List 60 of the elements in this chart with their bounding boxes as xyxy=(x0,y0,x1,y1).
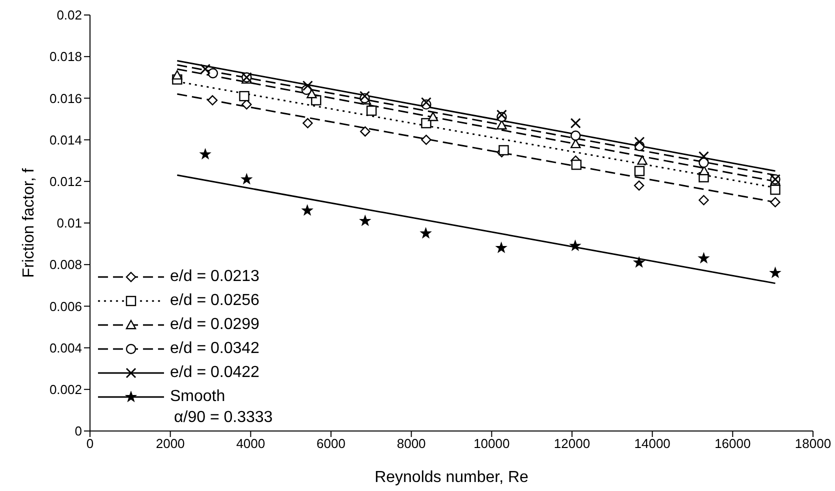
x-tick-label: 18000 xyxy=(794,436,832,452)
point xyxy=(360,215,371,226)
point xyxy=(634,166,645,176)
point xyxy=(770,267,781,278)
point xyxy=(359,90,370,102)
legend-label: e/d = 0.0299 xyxy=(170,316,260,334)
legend-label: e/d = 0.0213 xyxy=(170,268,260,286)
y-tick-label: 0.004 xyxy=(49,340,82,356)
y-tick-label: 0.012 xyxy=(49,174,82,190)
y-tick-label: 0.006 xyxy=(49,298,82,314)
point xyxy=(172,70,182,80)
point xyxy=(570,130,581,141)
x-tick-label: 10000 xyxy=(474,436,510,452)
point xyxy=(366,106,377,116)
point xyxy=(239,91,250,102)
point xyxy=(208,68,218,78)
y-tick-label: 0.01 xyxy=(56,216,82,231)
point xyxy=(200,148,211,160)
point xyxy=(420,228,432,238)
point xyxy=(200,64,211,74)
point xyxy=(570,240,581,251)
point xyxy=(770,197,780,208)
legend-label: e/d = 0.0256 xyxy=(170,292,260,310)
y-tick-label: 0 xyxy=(74,424,82,439)
x-tick-label: 14000 xyxy=(634,436,670,452)
y-axis-title: Friction factor, f xyxy=(20,168,38,278)
point xyxy=(496,242,507,253)
point xyxy=(302,204,313,216)
point xyxy=(634,136,645,148)
point xyxy=(634,256,645,268)
point xyxy=(698,252,710,264)
x-tick-label: 6000 xyxy=(316,436,346,452)
point xyxy=(571,160,582,170)
y-tick-label: 0.02 xyxy=(56,8,82,23)
y-tick-label: 0.008 xyxy=(49,257,82,272)
y-tick-label: 0.016 xyxy=(49,90,82,106)
point xyxy=(207,95,218,106)
point xyxy=(637,156,648,165)
point xyxy=(241,174,252,184)
point xyxy=(770,184,780,195)
x-tick-label: 12000 xyxy=(554,436,590,452)
annotation: α/90 = 0.3333 xyxy=(174,409,273,427)
legend-label: Smooth xyxy=(170,388,226,406)
point xyxy=(428,112,438,122)
y-tick-label: 0.018 xyxy=(49,49,82,64)
x-tick-label: 0 xyxy=(86,436,94,452)
x-tick-label: 4000 xyxy=(236,436,266,452)
x-tick-label: 8000 xyxy=(396,436,426,452)
x-tick-label: 2000 xyxy=(156,436,185,452)
point xyxy=(421,118,432,128)
legend-label: e/d = 0.0342 xyxy=(170,340,260,358)
point xyxy=(302,80,313,91)
x-axis-title: Reynolds number, Re xyxy=(374,469,529,486)
point xyxy=(496,120,507,130)
x-tick-label: 16000 xyxy=(714,436,751,452)
point xyxy=(570,118,581,128)
y-tick-label: 0.002 xyxy=(49,382,82,398)
legend-label: e/d = 0.0422 xyxy=(170,364,260,382)
y-tick-label: 0.014 xyxy=(49,132,82,148)
point xyxy=(698,151,709,162)
